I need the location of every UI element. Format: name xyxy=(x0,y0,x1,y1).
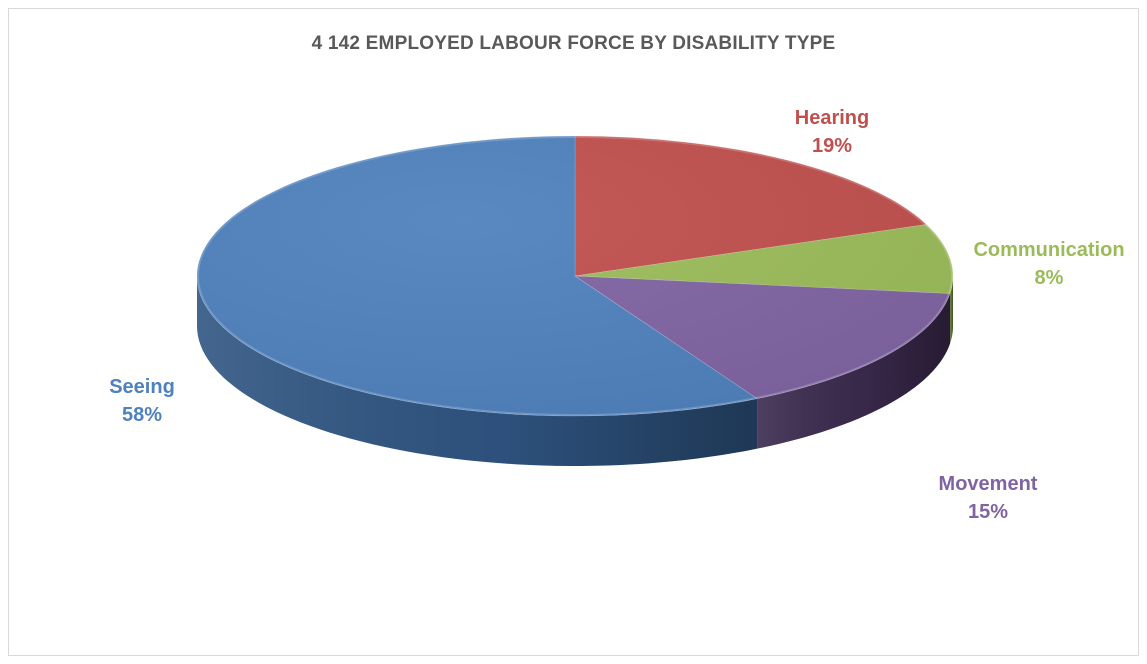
data-label-name-movement: Movement xyxy=(939,473,1038,495)
data-label-name-hearing: Hearing xyxy=(795,107,869,129)
slice-side-shade-seeing xyxy=(197,276,758,466)
chart-title: 4 142 EMPLOYED LABOUR FORCE BY DISABILIT… xyxy=(311,33,836,54)
pie-tops xyxy=(196,135,954,417)
data-label-seeing: Seeing 58% xyxy=(109,376,175,426)
data-label-hearing: Hearing 19% xyxy=(795,107,869,157)
pie-top-rim xyxy=(197,136,953,416)
pie-sides xyxy=(197,276,953,466)
slice-side-shade-movement xyxy=(757,293,951,449)
data-label-value-seeing: 58% xyxy=(122,404,162,426)
data-label-communication: Communication 8% xyxy=(973,239,1124,289)
data-label-value-communication: 8% xyxy=(1035,267,1064,289)
pie-labels: Hearing 19% Communication 8% Movement 15% Seei… xyxy=(109,107,1124,523)
data-label-value-movement: 15% xyxy=(968,501,1008,523)
data-label-name-seeing: Seeing xyxy=(109,376,175,398)
data-label-name-communication: Communication xyxy=(973,239,1124,261)
data-label-movement: Movement 15% xyxy=(939,473,1038,523)
slice-side-shade-communication xyxy=(950,276,953,344)
data-label-value-hearing: 19% xyxy=(812,135,852,157)
